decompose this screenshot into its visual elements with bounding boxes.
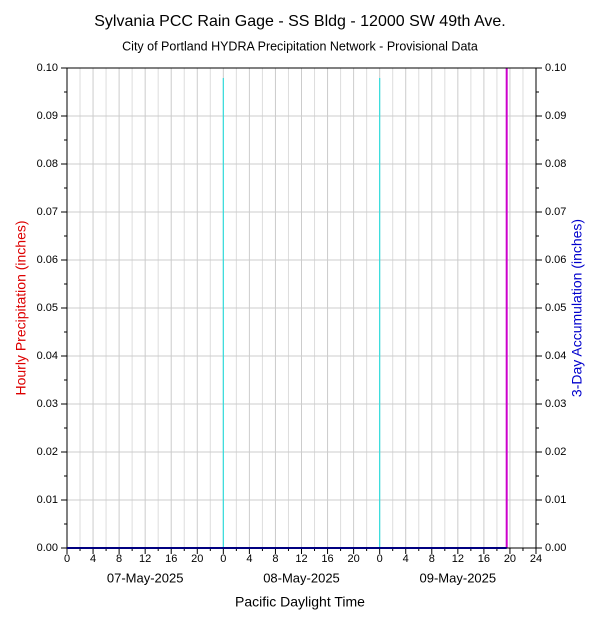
- x-tick-label: 20: [347, 553, 359, 565]
- y2-tick-label: 0.02: [545, 446, 566, 458]
- y-tick-label: 0.04: [37, 350, 58, 362]
- y-tick-label: 0.07: [37, 206, 58, 218]
- y2-axis-label: 3-Day Accumulation (inches): [569, 219, 585, 397]
- x-tick-label: 4: [246, 553, 252, 565]
- y-tick-label: 0.08: [37, 158, 58, 170]
- y2-tick-label: 0.07: [545, 206, 566, 218]
- y2-tick-label: 0.06: [545, 254, 566, 266]
- y-tick-label: 0.01: [37, 494, 58, 506]
- chart-subtitle: City of Portland HYDRA Precipitation Net…: [122, 39, 478, 53]
- y-tick-label: 0.06: [37, 254, 58, 266]
- y-tick-label: 0.05: [37, 302, 58, 314]
- chart-title: Sylvania PCC Rain Gage - SS Bldg - 12000…: [94, 13, 505, 30]
- date-label: 07-May-2025: [107, 570, 184, 585]
- y2-tick-label: 0.08: [545, 158, 566, 170]
- x-tick-label: 8: [429, 553, 435, 565]
- x-tick-label: 12: [139, 553, 151, 565]
- x-tick-label: 12: [295, 553, 307, 565]
- x-tick-label: 8: [116, 553, 122, 565]
- x-tick-label: 16: [165, 553, 177, 565]
- x-tick-label: 0: [64, 553, 70, 565]
- x-tick-label: 12: [452, 553, 464, 565]
- y-tick-label: 0.10: [37, 62, 58, 74]
- x-tick-label: 24: [530, 553, 542, 565]
- x-tick-label: 20: [504, 553, 516, 565]
- x-tick-label: 0: [220, 553, 226, 565]
- x-tick-label: 8: [272, 553, 278, 565]
- x-tick-label: 4: [403, 553, 409, 565]
- x-tick-label: 20: [191, 553, 203, 565]
- x-tick-label: 16: [321, 553, 333, 565]
- x-tick-label: 16: [478, 553, 490, 565]
- y-tick-label: 0.09: [37, 110, 58, 122]
- y2-tick-label: 0.03: [545, 398, 566, 410]
- y-tick-label: 0.00: [37, 542, 58, 554]
- x-tick-label: 4: [90, 553, 96, 565]
- y-tick-label: 0.02: [37, 446, 58, 458]
- y2-tick-label: 0.09: [545, 110, 566, 122]
- y2-tick-label: 0.04: [545, 350, 566, 362]
- x-tick-label: 0: [377, 553, 383, 565]
- y2-tick-label: 0.10: [545, 62, 566, 74]
- y2-tick-label: 0.05: [545, 302, 566, 314]
- y-tick-label: 0.03: [37, 398, 58, 410]
- date-label: 09-May-2025: [420, 570, 497, 585]
- x-axis-label: Pacific Daylight Time: [235, 594, 365, 610]
- date-label: 08-May-2025: [263, 570, 340, 585]
- y-axis-label: Hourly Precipitation (inches): [13, 220, 29, 395]
- y2-tick-label: 0.00: [545, 542, 566, 554]
- y2-tick-label: 0.01: [545, 494, 566, 506]
